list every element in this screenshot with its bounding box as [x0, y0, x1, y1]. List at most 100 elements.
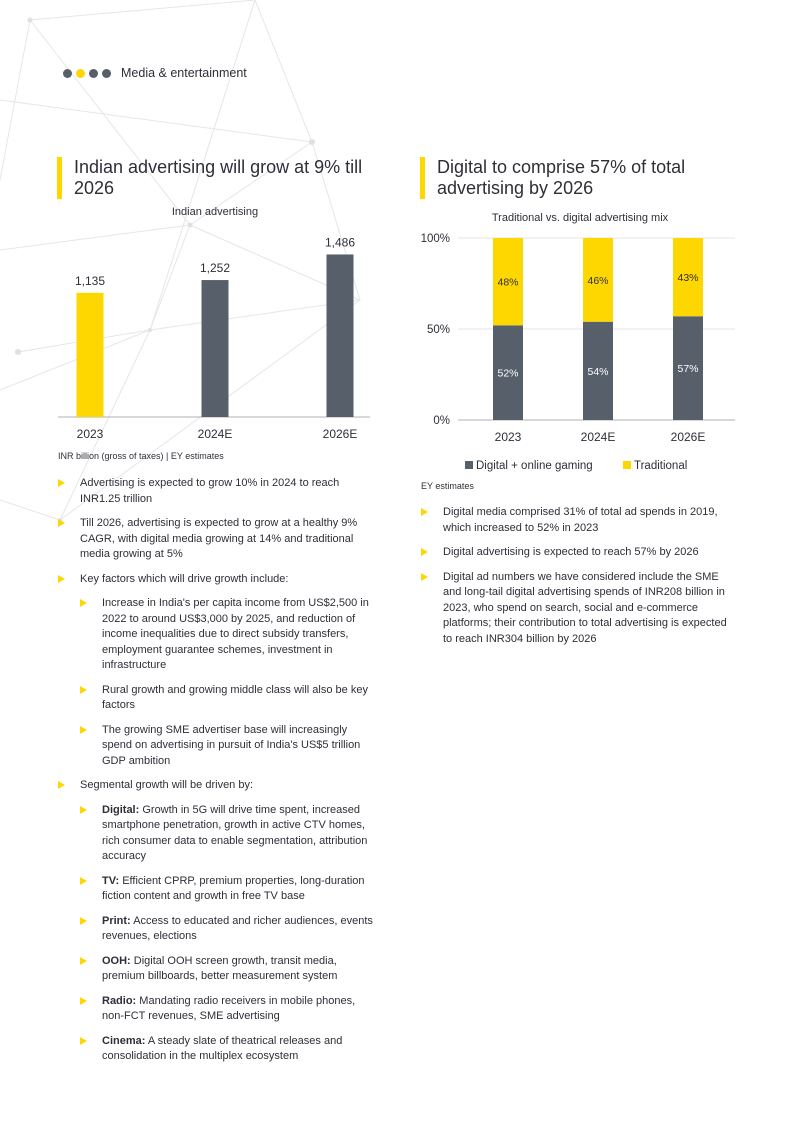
bullet-text: Increase in India's per capita income fr… [102, 597, 369, 671]
bullet-text: A steady slate of theatrical releases an… [102, 1034, 343, 1063]
right-chart-title: Traditional vs. digital advertising mix [491, 212, 669, 224]
sub-bullet-list: Increase in India's per capita income fr… [80, 596, 378, 769]
bar-value-label: 1,486 [325, 235, 355, 249]
bullet-text: Digital OOH screen growth, transit media… [102, 954, 338, 983]
stack-segment-traditional [493, 238, 523, 326]
segment-value-label: 43% [677, 272, 698, 284]
bullet-item: Digital ad numbers we have considered in… [421, 570, 733, 648]
bullet-label: Print: [102, 914, 131, 927]
right-section-title: Digital to comprise 57% of total adverti… [420, 157, 737, 199]
bullet-arrow-icon [80, 805, 87, 814]
bar-value-label: 1,252 [200, 261, 230, 275]
bullet-arrow-icon [58, 574, 65, 583]
header-label: Media & entertainment [121, 66, 247, 80]
sub-bullet-item: The growing SME advertiser base will inc… [80, 723, 378, 770]
bullet-text: Digital media comprised 31% of total ad … [443, 506, 718, 534]
segment-value-label: 52% [497, 368, 518, 380]
bullet-arrow-icon [80, 685, 87, 694]
legend-label: Traditional [634, 460, 687, 472]
left-bullet-list: Advertising is expected to grow 10% in 2… [58, 476, 378, 1074]
bullet-text: Digital advertising is expected to reach… [443, 546, 699, 558]
stack-segment-digital [673, 316, 703, 420]
legend-swatch [623, 461, 631, 469]
sub-bullet-item: Increase in India's per capita income fr… [80, 596, 378, 674]
sub-bullet-list: Digital: Growth in 5G will drive time sp… [80, 803, 378, 1065]
x-tick-label: 2024E [581, 430, 616, 444]
bullet-label: Radio: [102, 994, 137, 1007]
bullet-text: Growth in 5G will drive time spent, incr… [102, 803, 368, 863]
bullet-arrow-icon [421, 508, 428, 516]
sub-bullet-item: Rural growth and growing middle class wi… [80, 683, 378, 714]
advertising-mix-stacked-chart: 0% 50% 100% 52% 48% 2023 54% 46% 2024E 57% 43% 202… [421, 233, 735, 472]
header-dot [89, 68, 98, 78]
y-tick-label: 100% [421, 233, 450, 245]
bullet-arrow-icon [58, 519, 65, 527]
left-chart-title: Indian advertising [171, 206, 259, 218]
bullet-label: TV: [102, 874, 120, 887]
x-tick-label: 2023 [77, 427, 104, 441]
bullet-arrow-icon [80, 916, 87, 925]
bullet-text: Key factors which will drive growth incl… [80, 572, 289, 585]
x-tick-label: 2023 [495, 430, 522, 444]
bullet-item: Digital media comprised 31% of total ad … [421, 505, 733, 536]
bullet-item: Segmental growth will be driven by: Digit… [58, 778, 378, 1065]
bullet-label: Digital: [102, 803, 140, 816]
bullet-label: OOH: [102, 954, 131, 967]
sub-bullet-item: OOH: Digital OOH screen growth, transit … [80, 954, 378, 985]
legend-label: Digital + online gaming [476, 460, 593, 472]
sub-bullet-item: Cinema: A steady slate of theatrical rel… [80, 1034, 378, 1065]
segment-value-label: 48% [497, 277, 518, 289]
sub-bullet-item: Digital: Growth in 5G will drive time sp… [80, 803, 378, 865]
bullet-text: Advertising is expected to grow 10% in 2… [80, 477, 340, 505]
bullet-text: The growing SME advertiser base will inc… [102, 723, 361, 767]
bullet-arrow-icon [58, 479, 65, 487]
left-section-title: Indian advertising will grow at 9% till … [57, 157, 374, 199]
stack-segment-traditional [673, 238, 703, 317]
bullet-arrow-icon [80, 956, 87, 965]
bar-2024E [201, 280, 229, 417]
x-tick-label: 2024E [198, 427, 233, 441]
sub-bullet-item: Radio: Mandating radio receivers in mobi… [80, 994, 378, 1025]
bullet-item: Advertising is expected to grow 10% in 2… [58, 476, 378, 507]
segment-value-label: 54% [587, 366, 608, 378]
bullet-arrow-icon [80, 725, 87, 734]
bullet-text: Rural growth and growing middle class wi… [102, 683, 368, 712]
bar-2026E [326, 254, 354, 417]
segment-value-label: 57% [677, 363, 698, 375]
header-dot [63, 68, 72, 78]
header-dot-active [76, 68, 85, 78]
bullet-arrow-icon [80, 599, 87, 607]
y-tick-label: 50% [427, 324, 450, 336]
x-tick-label: 2026E [323, 427, 358, 441]
bullet-arrow-icon [58, 781, 65, 789]
bar-2023 [76, 292, 104, 417]
bullet-text: Segmental growth will be driven by: [80, 779, 254, 791]
y-tick-label: 0% [433, 415, 450, 427]
legend-swatch [465, 461, 473, 469]
bullet-text: Mandating radio receivers in mobile phon… [102, 994, 356, 1023]
section-header: Media & entertainment [63, 66, 247, 80]
bullet-text: Till 2026, advertising is expected to gr… [80, 517, 358, 560]
right-chart-source: EY estimates [421, 481, 474, 491]
bar-value-label: 1,135 [75, 274, 105, 288]
sub-bullet-item: TV: Efficient CPRP, premium properties, … [80, 874, 378, 905]
bullet-arrow-icon [421, 572, 428, 581]
bullet-text: Efficient CPRP, premium properties, long… [102, 874, 365, 903]
bullet-text: Access to educated and richer audiences,… [102, 914, 373, 943]
bullet-text: Digital ad numbers we have considered in… [443, 570, 727, 645]
bullet-arrow-icon [80, 876, 87, 885]
right-bullet-list: Digital media comprised 31% of total ad … [421, 505, 733, 656]
sub-bullet-item: Print: Access to educated and richer aud… [80, 914, 378, 945]
bullet-arrow-icon [421, 548, 428, 556]
bullet-item: Key factors which will drive growth incl… [58, 572, 378, 770]
indian-advertising-bar-chart: 1,135 2023 1,252 2024E 1,486 2026E [58, 235, 370, 441]
left-chart-source: INR billion (gross of taxes) | EY estima… [58, 451, 224, 461]
x-tick-label: 2026E [671, 430, 706, 444]
stack-segment-digital [493, 325, 523, 420]
bullet-arrow-icon [80, 1036, 87, 1045]
bullet-arrow-icon [80, 996, 87, 1005]
bullet-item: Till 2026, advertising is expected to gr… [58, 516, 378, 563]
stack-segment-digital [583, 321, 613, 420]
header-dot [102, 68, 111, 78]
